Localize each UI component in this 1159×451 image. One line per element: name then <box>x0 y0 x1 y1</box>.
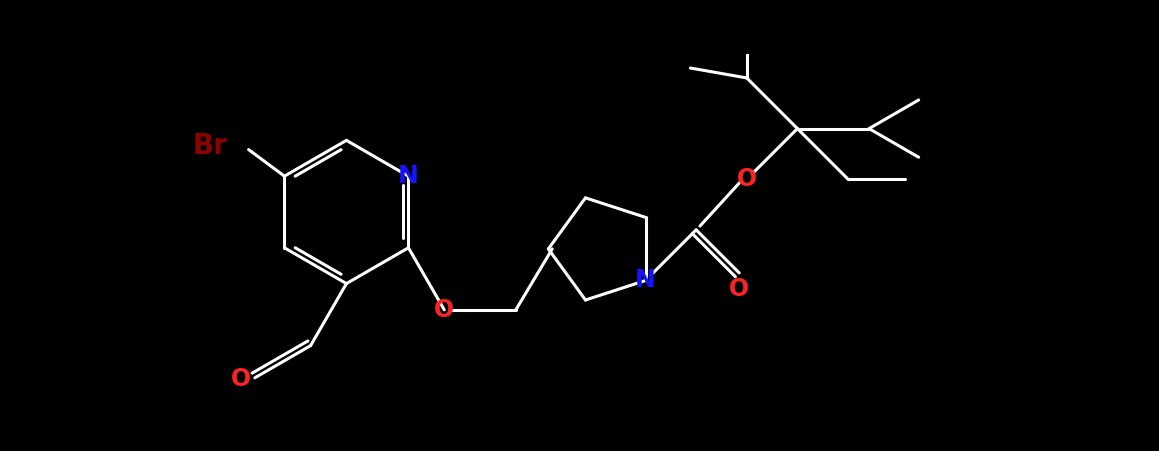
Text: Br: Br <box>194 132 228 160</box>
Text: N: N <box>398 164 418 188</box>
Text: O: O <box>737 167 757 191</box>
Text: N: N <box>635 268 656 293</box>
Text: O: O <box>435 298 454 322</box>
Text: O: O <box>231 368 252 391</box>
Text: O: O <box>729 277 749 301</box>
